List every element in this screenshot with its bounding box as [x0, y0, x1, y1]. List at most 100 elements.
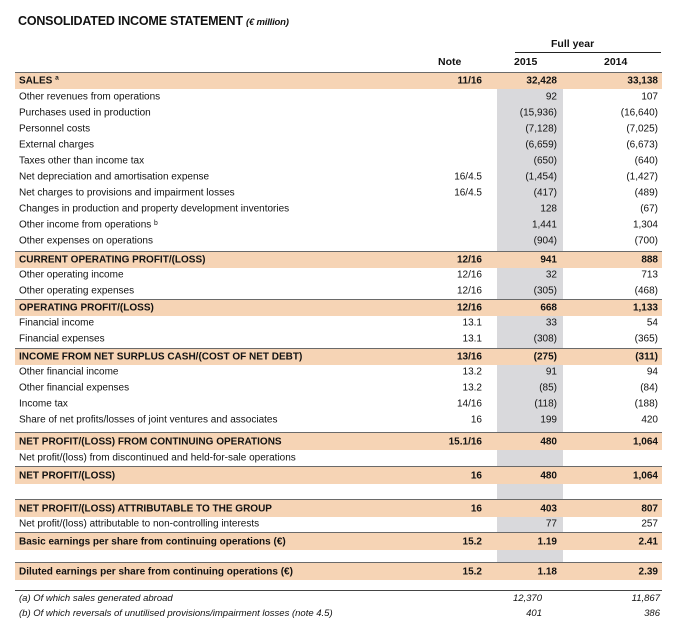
row-note: 15.1/16 — [448, 436, 482, 447]
footnote-divider — [15, 590, 662, 591]
row-label: NET PROFIT/(LOSS) — [19, 470, 116, 481]
row-label: Other financial income — [19, 366, 119, 378]
table-row: Other financial income 13.2 91 94 — [15, 364, 662, 380]
row-value-2014: 807 — [641, 503, 658, 514]
row-value-2015: 32 — [545, 269, 557, 281]
footnote-v14: 386 — [644, 608, 660, 619]
footnote-label: (b) Of which reversals of unutilised pro… — [19, 608, 333, 619]
subtotal-row: NET PROFIT/(LOSS) FROM CONTINUING OPERAT… — [15, 432, 662, 450]
row-value-2014: 107 — [641, 91, 658, 103]
highlight-2015-column — [497, 450, 563, 466]
row-note: 11/16 — [457, 75, 482, 87]
row-value-2014: (489) — [634, 187, 658, 199]
row-label: Financial income — [19, 317, 95, 329]
table-row: Personnel costs (7,128) (7,025) — [15, 121, 662, 137]
row-value-2014: (311) — [635, 351, 658, 363]
row-value-2014: 1,304 — [632, 219, 658, 231]
row-label: OPERATING PROFIT/(LOSS) — [19, 302, 154, 314]
row-note: 13.2 — [462, 366, 482, 378]
row-note: 13.2 — [462, 382, 482, 394]
row-value-2014: (84) — [640, 382, 658, 394]
row-value-2014: (468) — [634, 285, 658, 297]
row-note: 12/16 — [456, 285, 482, 297]
row-note: 13/16 — [456, 351, 482, 363]
table-row: Changes in production and property devel… — [15, 201, 662, 217]
row-label: Other operating income — [19, 269, 124, 281]
row-value-2015: 1,441 — [531, 219, 557, 231]
page-title: CONSOLIDATED INCOME STATEMENT (€ million… — [18, 14, 289, 28]
table-row: Financial income 13.1 33 54 — [15, 315, 662, 331]
row-value-2015: (85) — [539, 382, 557, 394]
table-row: Purchases used in production (15,936) (16,… — [15, 105, 662, 121]
row-label: Purchases used in production — [19, 107, 151, 119]
row-value-2015: (275) — [533, 351, 557, 363]
row-label: SALES ª — [19, 75, 59, 87]
row-note: 13.1 — [462, 317, 482, 329]
row-value-2015: 199 — [540, 414, 557, 426]
footnote-label: (a) Of which sales generated abroad — [19, 593, 173, 604]
table-row: Net profit/(loss) attributable to non-co… — [15, 516, 662, 532]
row-label: Taxes other than income tax — [19, 155, 145, 167]
row-note: 16 — [470, 503, 482, 514]
row-value-2014: 94 — [646, 366, 658, 378]
row-label: NET PROFIT/(LOSS) FROM CONTINUING OPERAT… — [19, 436, 282, 447]
header-full-year: Full year — [551, 38, 595, 50]
row-value-2014: 2.41 — [638, 536, 658, 547]
row-value-2015: 77 — [545, 518, 557, 530]
row-value-2015: 1.18 — [537, 566, 557, 577]
row-value-2015: (15,936) — [519, 107, 557, 119]
row-value-2015: (305) — [533, 285, 557, 297]
row-label: Share of net profits/losses of joint ven… — [19, 414, 278, 426]
row-note: 12/16 — [456, 302, 482, 314]
row-note: 15.2 — [462, 566, 482, 577]
row-label: CURRENT OPERATING PROFIT/(LOSS) — [19, 254, 206, 266]
header-2014: 2014 — [604, 56, 628, 68]
row-value-2015: 128 — [540, 203, 557, 215]
header-2015: 2015 — [514, 56, 538, 68]
row-value-2015: (6,659) — [525, 139, 557, 151]
highlight-2015-column — [497, 483, 563, 499]
subtotal-row: SALES ª 11/16 32,428 33,138 — [15, 72, 662, 89]
row-value-2014: (700) — [634, 235, 658, 247]
footnote-v14: 11,867 — [631, 593, 660, 604]
row-value-2014: 33,138 — [627, 75, 658, 87]
row-note: 12/16 — [456, 269, 482, 281]
row-value-2014: 2.39 — [638, 566, 658, 577]
row-value-2014: (6,673) — [626, 139, 658, 151]
row-label: Net profit/(loss) from discontinued and … — [19, 452, 296, 464]
row-value-2015: (417) — [533, 187, 557, 199]
row-label: Other income from operations ᵇ — [19, 219, 158, 231]
row-label: Personnel costs — [19, 123, 91, 135]
row-label: Financial expenses — [19, 333, 105, 345]
table-row: Other operating expenses 12/16 (305) (468) — [15, 283, 662, 299]
row-value-2014: (640) — [634, 155, 658, 167]
table-row: Other operating income 12/16 32 713 — [15, 267, 662, 283]
row-note: 16/4.5 — [454, 171, 482, 183]
row-value-2015: 91 — [545, 366, 557, 378]
row-label: External charges — [19, 139, 95, 151]
subtotal-row: Diluted earnings per share from continui… — [15, 562, 662, 580]
table-row: Other revenues from operations 92 107 — [15, 89, 662, 105]
row-value-2015: 1.19 — [537, 536, 557, 547]
row-label: Other financial expenses — [19, 382, 130, 394]
row-value-2015: 403 — [540, 503, 557, 514]
footnote-v15: 401 — [526, 608, 542, 619]
row-value-2014: (16,640) — [620, 107, 658, 119]
subtotal-row: CURRENT OPERATING PROFIT/(LOSS) 12/16 941 8… — [15, 251, 662, 268]
row-value-2015: (650) — [533, 155, 557, 167]
row-value-2014: 1,064 — [632, 470, 658, 481]
row-label: NET PROFIT/(LOSS) ATTRIBUTABLE TO THE GR… — [19, 503, 272, 514]
row-value-2015: (308) — [533, 333, 557, 345]
row-note: 16 — [470, 470, 482, 481]
row-note: 16/4.5 — [454, 187, 482, 199]
row-note: 12/16 — [456, 254, 482, 266]
row-value-2015: 941 — [540, 254, 557, 266]
row-label: Net charges to provisions and impairment… — [19, 187, 235, 199]
row-note: 16 — [470, 414, 482, 426]
row-value-2014: 888 — [641, 254, 658, 266]
table-row: Share of net profits/losses of joint ven… — [15, 412, 662, 428]
row-value-2014: 713 — [641, 269, 658, 281]
row-value-2015: (118) — [534, 398, 557, 410]
row-value-2015: 668 — [540, 302, 557, 314]
row-label: Other operating expenses — [19, 285, 135, 297]
